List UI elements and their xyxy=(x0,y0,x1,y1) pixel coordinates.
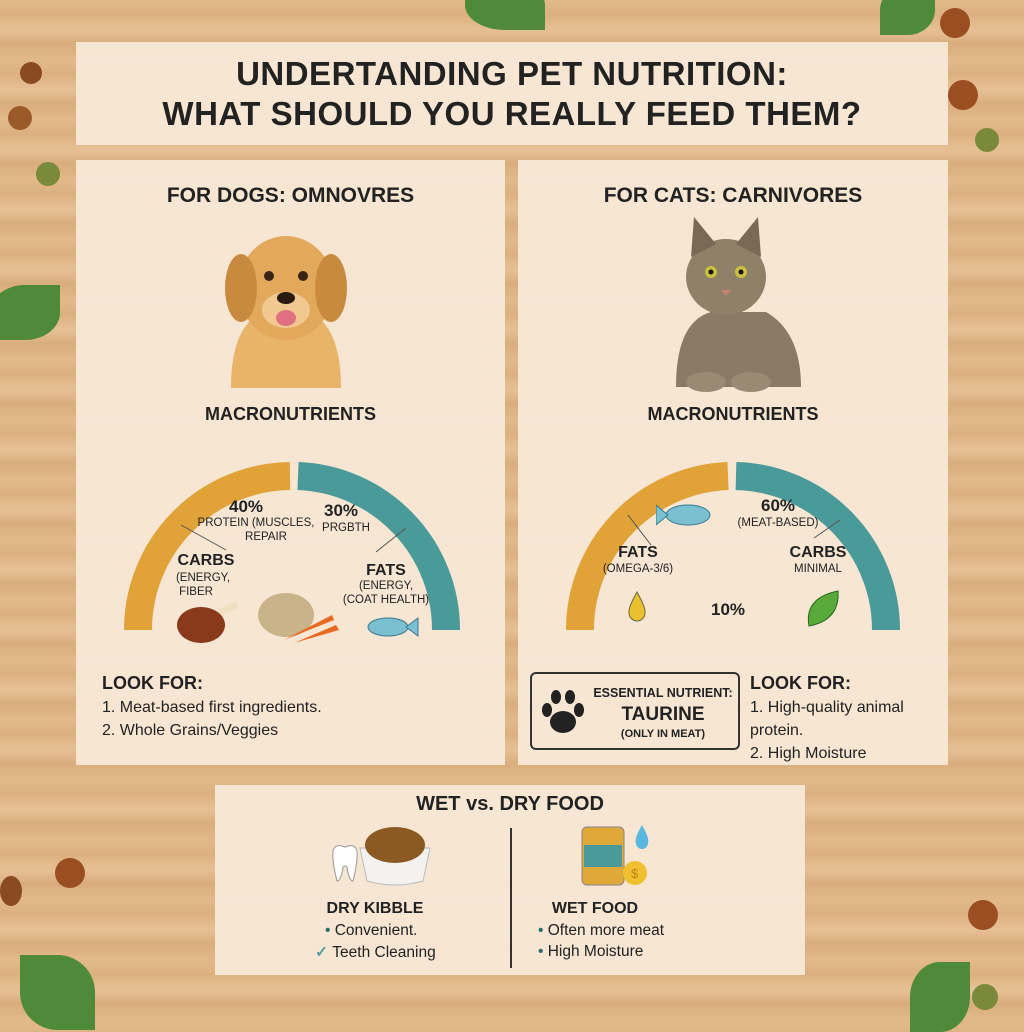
cats-heading: FOR CATS: CARNIVORES xyxy=(603,184,863,207)
dogs-protein-desc-2: REPAIR xyxy=(245,531,287,543)
wet-dry-heading: WET vs. DRY FOOD xyxy=(416,793,604,815)
wet-point: • Often more meat xyxy=(538,922,665,939)
leaf-icon xyxy=(807,590,839,627)
essential-note: (ONLY IN MEAT) xyxy=(620,728,706,740)
dogs-carbs-desc-2: FIBER xyxy=(179,586,213,598)
leaf-decoration xyxy=(880,0,935,35)
dogs-arc-orange xyxy=(124,462,291,631)
tooth-icon xyxy=(332,845,358,882)
dry-kibble-title: DRY KIBBLE xyxy=(326,900,424,917)
dogs-carbs-desc-1: (ENERGY, xyxy=(175,572,231,584)
check-icon: ✓ xyxy=(315,944,333,961)
cats-fats-label: FATS xyxy=(618,544,658,561)
cats-look-for-item: 1. High-quality animal protein. xyxy=(750,699,904,739)
kibble-decoration xyxy=(55,858,85,888)
kibble-decoration xyxy=(36,162,60,186)
dogs-other-desc: PRGBTH xyxy=(322,522,370,534)
leaf-decoration xyxy=(910,962,970,1032)
dry-point: • Convenient. xyxy=(325,922,418,939)
wet-point-text: Often more meat xyxy=(547,922,665,939)
title-line-1: UNDERTANDING PET NUTRITION: xyxy=(236,55,788,92)
dogs-look-for-item: 1. Meat-based first ingredients. xyxy=(102,699,322,716)
cats-protein-desc: (MEAT-BASED) xyxy=(737,517,819,529)
dogs-other-pct: 30% xyxy=(323,501,359,520)
kibble-decoration xyxy=(20,62,42,84)
dogs-protein-desc-1: PROTEIN (MUSCLES, xyxy=(197,517,315,529)
kibble-decoration xyxy=(972,984,998,1010)
cats-fats-pct: 10% xyxy=(710,600,746,619)
paw-icon xyxy=(542,690,584,733)
oil-drop-icon xyxy=(628,590,646,622)
wet-dry-panel: WET vs. DRY FOOD DRY KIBBLE • Convenient… xyxy=(215,785,805,975)
kibble-decoration xyxy=(968,900,998,930)
dogs-heading: FOR DOGS: OMNOVRES xyxy=(166,184,415,207)
dogs-fats-desc-1: (ENERGY, xyxy=(358,580,414,592)
fish-icon xyxy=(656,504,711,526)
cats-carbs-label: CARBS xyxy=(789,544,847,561)
cats-fats-desc: (OMEGA-3/6) xyxy=(602,563,674,575)
essential-title: ESSENTIAL NUTRIENT: xyxy=(593,686,733,700)
cat-image xyxy=(676,217,801,392)
dogs-fats-desc-2: (COAT HEALTH) xyxy=(342,594,430,606)
cats-arc-orange xyxy=(566,462,729,631)
dogs-protein-pct: 40% xyxy=(228,497,264,516)
grains-carrots-icon xyxy=(258,593,339,643)
dry-point-text: Teeth Cleaning xyxy=(332,944,436,961)
dogs-carbs-label: CARBS xyxy=(177,552,235,569)
cats-look-for-title: LOOK FOR: xyxy=(750,673,851,693)
leaf-decoration xyxy=(465,0,545,30)
dogs-arc-teal xyxy=(297,462,460,631)
dogs-macro-gauge xyxy=(124,462,460,631)
chicken-leg-icon xyxy=(177,602,238,643)
dry-point: ✓ Teeth Cleaning xyxy=(315,943,436,962)
cats-macro-gauge xyxy=(566,462,900,631)
kibble-decoration xyxy=(948,80,978,110)
cats-macro-title: MACRONUTRIENTS xyxy=(647,404,819,424)
divider xyxy=(510,828,512,968)
leaf-decoration xyxy=(0,285,60,340)
kibble-bowl-icon xyxy=(359,827,431,886)
dogs-panel: FOR DOGS: OMNOVRES MACRONUTRIENTS 40% PR… xyxy=(76,160,505,765)
cats-carbs-desc: MINIMAL xyxy=(794,563,842,575)
wet-food-title: WET FOOD xyxy=(551,900,639,917)
dog-image xyxy=(225,236,347,388)
cats-arc-teal xyxy=(735,462,900,631)
kibble-decoration xyxy=(0,876,22,906)
dogs-look-for-item: 2. Whole Grains/Veggies xyxy=(102,722,279,739)
wet-food-can-icon: $ xyxy=(581,825,649,886)
dry-point-text: Convenient. xyxy=(334,922,418,939)
dogs-macro-title: MACRONUTRIENTS xyxy=(205,404,376,424)
dogs-look-for: LOOK FOR: 1. Meat-based first ingredient… xyxy=(102,672,322,742)
wet-point-text: High Moisture xyxy=(547,943,644,960)
cats-panel: FOR CATS: CARNIVORES MACRONUTRIENTS 60% … xyxy=(518,160,948,765)
cats-look-for-item: 2. High Moisture xyxy=(750,745,867,762)
cats-look-for: LOOK FOR: 1. High-quality animal protein… xyxy=(750,672,948,765)
cats-protein-pct: 60% xyxy=(760,496,796,515)
kibble-decoration xyxy=(975,128,999,152)
title-banner: UNDERTANDING PET NUTRITION: WHAT SHOULD … xyxy=(76,42,948,145)
title-line-2: WHAT SHOULD YOU REALLY FEED THEM? xyxy=(162,95,862,132)
kibble-decoration xyxy=(8,106,32,130)
kibble-decoration xyxy=(940,8,970,38)
fish-icon xyxy=(367,617,419,637)
leaf-decoration xyxy=(20,955,95,1030)
dogs-fats-label: FATS xyxy=(366,562,406,579)
svg-text:$: $ xyxy=(631,866,639,881)
taurine-box: ESSENTIAL NUTRIENT: TAURINE (ONLY IN MEA… xyxy=(530,672,740,750)
dogs-look-for-title: LOOK FOR: xyxy=(102,673,203,693)
wet-point: • High Moisture xyxy=(538,943,644,960)
essential-name: TAURINE xyxy=(621,704,705,725)
